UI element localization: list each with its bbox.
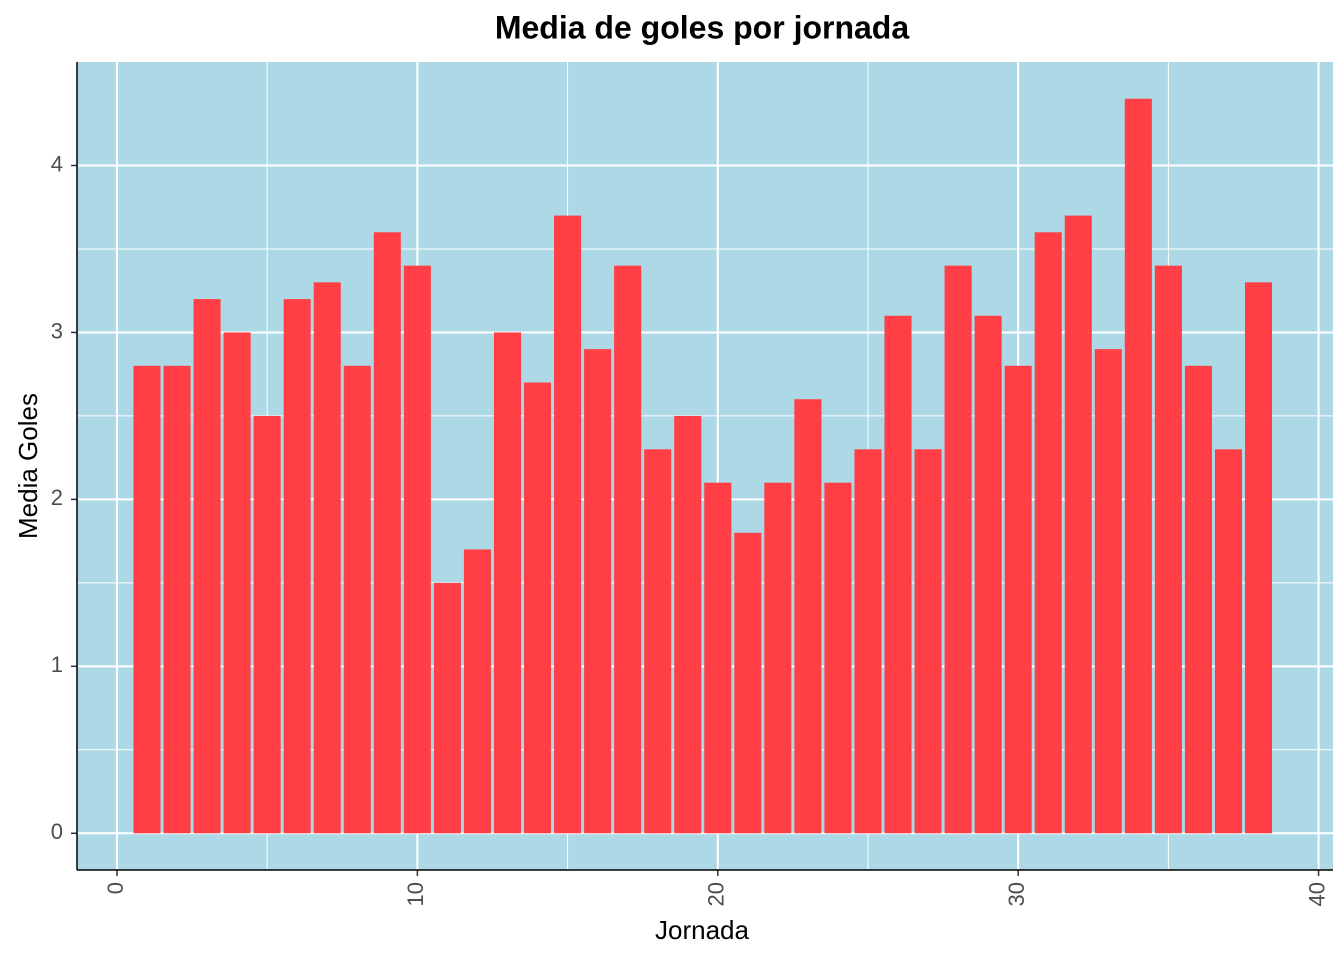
bar: [1064, 215, 1092, 834]
bar: [433, 582, 461, 834]
bar: [193, 299, 221, 834]
bar: [1004, 365, 1032, 834]
x-tick-label: 0: [103, 882, 128, 894]
x-tick-label: 10: [403, 882, 428, 906]
bar: [313, 282, 341, 834]
bar: [1214, 449, 1242, 834]
bar: [403, 265, 431, 834]
bar: [1034, 232, 1062, 834]
y-tick-label: 0: [51, 819, 63, 844]
bar: [614, 265, 642, 834]
y-tick-label: 3: [51, 318, 63, 343]
bar: [1244, 282, 1273, 834]
y-tick-label: 4: [51, 151, 63, 176]
bar: [1184, 365, 1212, 834]
y-axis-title: Media Goles: [13, 393, 43, 539]
bar: [824, 482, 852, 834]
bar: [764, 482, 792, 834]
bar: [644, 449, 672, 834]
bar: [794, 399, 822, 834]
bar: [463, 549, 491, 834]
bar: [133, 365, 161, 834]
bar: [223, 332, 251, 834]
bar: [914, 449, 942, 834]
bar: [884, 315, 912, 834]
y-tick-label: 1: [51, 652, 63, 677]
bar: [974, 315, 1002, 834]
bar: [1154, 265, 1182, 834]
bar: [493, 332, 522, 834]
bar: [283, 299, 311, 834]
bar: [163, 365, 191, 834]
bar: [1124, 98, 1152, 834]
y-tick-label: 2: [51, 485, 63, 510]
bar: [584, 349, 612, 834]
bar: [253, 415, 281, 834]
x-axis-title: Jornada: [655, 915, 749, 945]
x-tick-label: 40: [1304, 882, 1329, 906]
bar: [854, 449, 882, 834]
bar: [944, 265, 972, 834]
x-tick-label: 30: [1004, 882, 1029, 906]
x-tick-label: 20: [704, 882, 729, 906]
bar: [704, 482, 732, 834]
chart-title: Media de goles por jornada: [495, 9, 910, 45]
bar: [734, 532, 762, 834]
bar: [674, 415, 702, 834]
bar: [343, 365, 371, 834]
bar: [1094, 349, 1122, 834]
bar: [524, 382, 552, 834]
bar: [373, 232, 401, 834]
bar: [554, 215, 582, 834]
